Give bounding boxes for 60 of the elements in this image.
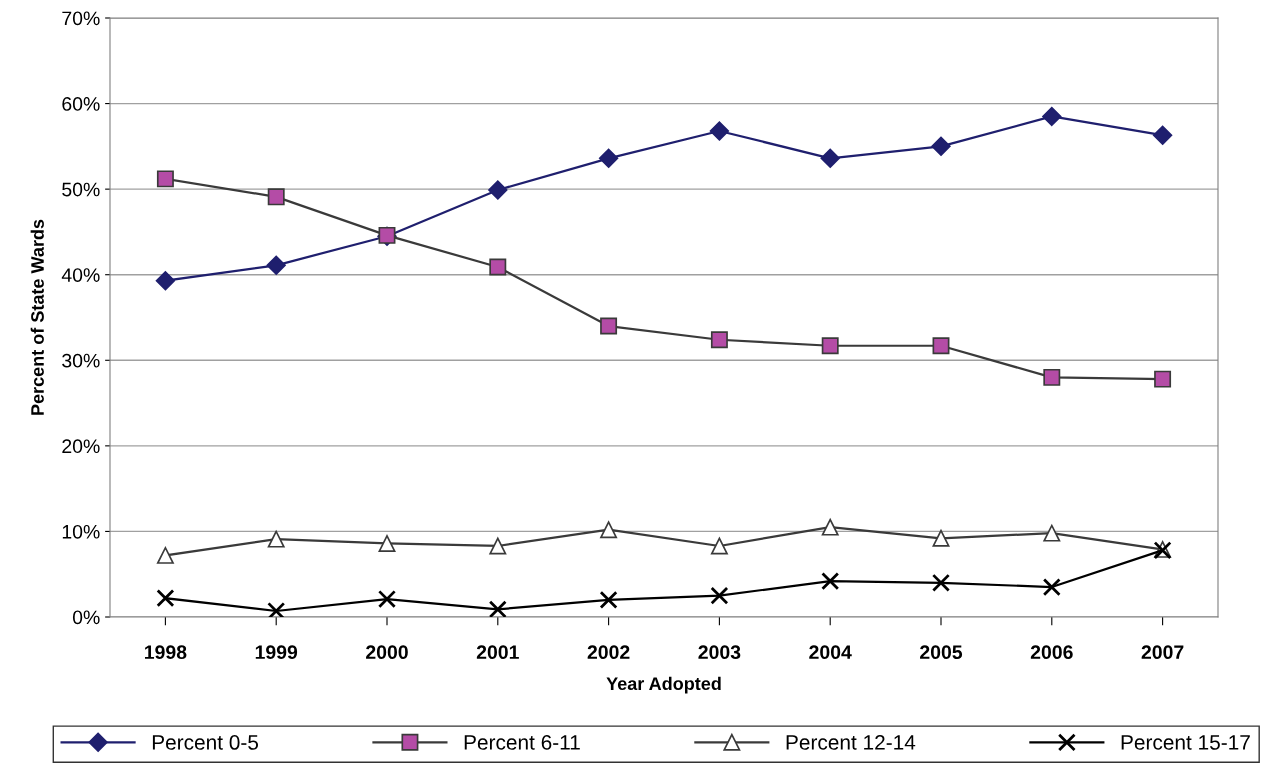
y-tick-label: 60%	[62, 97, 100, 111]
point	[600, 317, 618, 335]
point	[710, 586, 729, 605]
point	[156, 170, 174, 188]
point	[155, 271, 176, 291]
point	[598, 148, 619, 169]
x-tick-label: 2005	[920, 645, 963, 660]
point	[1152, 125, 1173, 145]
point	[267, 601, 286, 617]
legend-label: Percent 15-17	[1121, 735, 1250, 750]
x-tick-label: 2003	[698, 645, 741, 660]
point	[931, 573, 951, 592]
point	[267, 530, 285, 548]
point	[1043, 524, 1061, 542]
point	[710, 537, 728, 555]
y-tick-label: 30%	[62, 353, 100, 368]
x-axis-title: Year Adopted	[606, 676, 721, 694]
point	[489, 258, 507, 276]
point	[377, 590, 397, 609]
legend-label: Percent 0-5	[152, 735, 259, 750]
legend-label: Percent 12-14	[786, 735, 916, 750]
x-tick-label: 2002	[587, 645, 630, 660]
y-tick-label: 40%	[61, 268, 100, 282]
point	[709, 121, 730, 141]
x-tick-label: 1998	[145, 645, 187, 660]
point	[599, 590, 618, 609]
point	[821, 337, 839, 355]
x-tick-label: 2007	[1141, 645, 1184, 660]
point	[378, 534, 396, 552]
point	[820, 148, 840, 169]
x-tick-label: 2006	[1030, 645, 1073, 660]
x-tick-label: 1999	[255, 645, 298, 660]
y-tick-label: 50%	[62, 182, 100, 197]
point	[488, 600, 507, 617]
point	[488, 180, 508, 200]
legend-label: Percent 6-11	[464, 735, 580, 750]
y-tick-label: 20%	[62, 439, 100, 454]
point	[1042, 578, 1061, 597]
point	[821, 572, 840, 591]
x-tick-label: 2004	[809, 645, 852, 660]
y-tick-label: 70%	[62, 11, 100, 26]
y-tick-label: 10%	[62, 524, 100, 539]
point	[931, 136, 951, 157]
point	[932, 529, 950, 547]
y-axis-title: Percent of State Wards	[30, 219, 44, 415]
y-tick-label: 0%	[72, 610, 100, 625]
point	[1042, 106, 1062, 127]
x-tick-label: 2000	[366, 645, 408, 660]
point	[932, 337, 950, 355]
point	[1043, 368, 1061, 386]
point	[156, 589, 175, 608]
point	[489, 537, 507, 555]
point	[1154, 370, 1172, 388]
point	[821, 518, 839, 536]
x-tick-label: 2001	[476, 645, 519, 660]
point	[156, 546, 174, 564]
point	[266, 255, 286, 275]
point	[710, 331, 728, 349]
point	[600, 521, 618, 539]
point	[267, 188, 285, 206]
